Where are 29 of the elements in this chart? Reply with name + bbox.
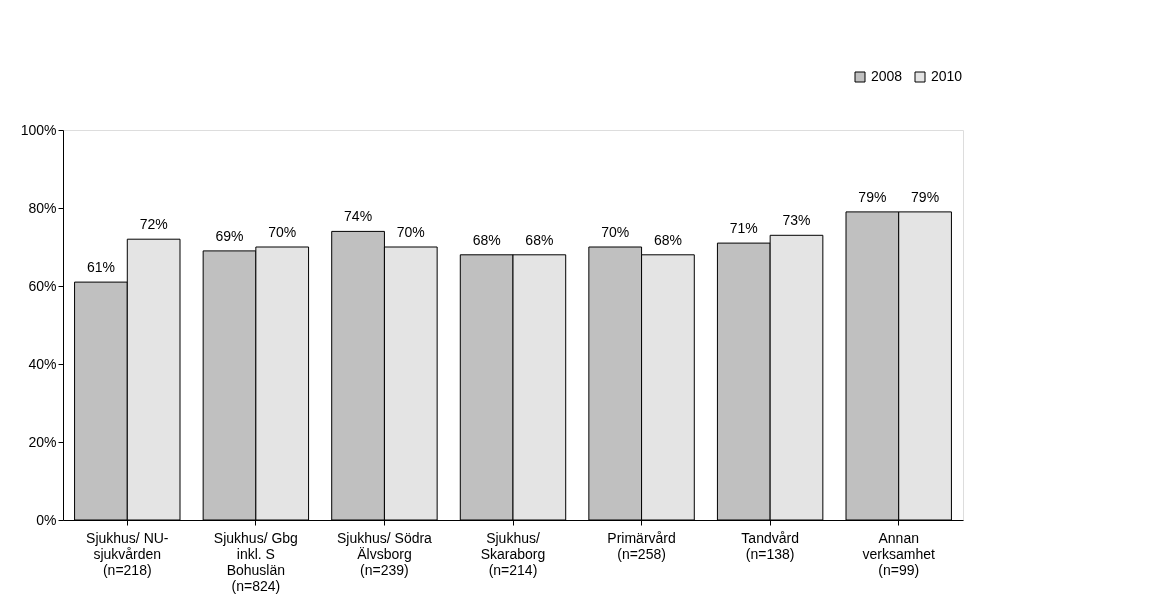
data-label: 70% — [601, 224, 630, 240]
data-label: 71% — [729, 220, 758, 237]
data-label: 61% — [86, 259, 115, 276]
legend-label: 2008 — [871, 68, 903, 84]
data-label: 73% — [782, 212, 811, 229]
x-tick-label: Sjukhus/ Gbg inkl. S Bohuslän (n=824) — [213, 529, 298, 594]
data-label: 79% — [911, 188, 940, 205]
y-tick-label: 0% — [36, 511, 57, 528]
data-label: 69% — [215, 227, 244, 244]
y-tick-label: 20% — [28, 433, 57, 450]
x-tick-label: Sjukhus/ Skaraborg (n=214) — [480, 529, 546, 578]
x-tick-label: Primärvård (n=258) — [607, 529, 676, 562]
data-label: 74% — [344, 208, 373, 225]
legend-label: 2010 — [931, 68, 963, 84]
y-tick-label: 40% — [28, 355, 57, 372]
data-label: 72% — [139, 216, 168, 233]
data-label: 70% — [396, 224, 425, 240]
data-label: 68% — [472, 231, 501, 248]
x-tick-label: Sjukhus/ Södra Älvsborg (n=239) — [336, 529, 433, 578]
data-label: 68% — [525, 231, 554, 248]
data-label: 70% — [268, 224, 297, 240]
data-label: 68% — [653, 231, 682, 248]
x-tick-label: Tandvård (n=138) — [741, 529, 799, 562]
y-tick-label: 100% — [20, 121, 57, 138]
y-tick-label: 80% — [28, 199, 57, 216]
y-tick-label: 60% — [28, 277, 57, 294]
x-tick-label: Sjukhus/ NU- sjukvården (n=218) — [86, 529, 169, 578]
x-tick-label: Annan verksamhet (n=99) — [862, 529, 935, 578]
data-label: 79% — [858, 188, 887, 205]
